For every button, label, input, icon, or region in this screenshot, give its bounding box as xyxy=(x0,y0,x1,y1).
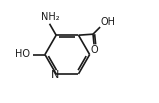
Text: OH: OH xyxy=(101,17,116,27)
Text: NH₂: NH₂ xyxy=(41,12,60,22)
Text: HO: HO xyxy=(15,49,30,59)
Text: N: N xyxy=(51,70,59,80)
Text: O: O xyxy=(90,45,98,55)
